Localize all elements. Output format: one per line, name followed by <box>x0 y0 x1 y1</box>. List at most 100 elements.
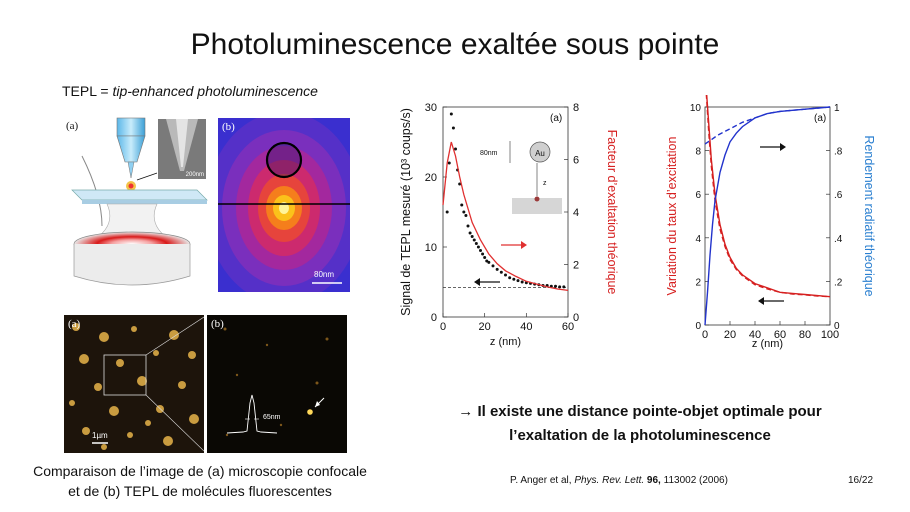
measured-point <box>476 245 480 249</box>
sem-tip-image <box>166 119 198 171</box>
measured-point <box>445 210 449 214</box>
measured-point <box>458 182 462 186</box>
measured-point <box>512 277 516 281</box>
excitation-curve-dashed <box>705 95 831 298</box>
ref-rest: 113002 (2006) <box>660 475 728 486</box>
x-tick-label: 0 <box>702 329 708 341</box>
y-right-axis-label: Rendement radiatif théorique <box>862 135 876 296</box>
measured-point <box>449 112 453 116</box>
arrow-right-red-head <box>521 241 527 249</box>
inset-distance-label: z <box>543 180 547 187</box>
measured-point <box>558 285 562 289</box>
measured-point <box>508 276 512 280</box>
tepl-image: (b) 65nm <box>207 315 347 453</box>
y-left-tick-label: 10 <box>425 242 437 254</box>
arrow-left-black-head <box>758 297 764 305</box>
slide-subtitle: TEPL = tip-enhanced photoluminescence <box>62 83 318 99</box>
measured-point <box>504 273 507 277</box>
inset-size-label: 80nm <box>480 150 498 157</box>
arrow-right-black-head <box>780 143 786 151</box>
measured-point <box>479 249 482 252</box>
excitation-curve-solid <box>705 95 831 298</box>
field-map: (b) 80nm <box>218 118 350 292</box>
ref-journal: Phys. Rev. Lett. <box>574 475 645 486</box>
y-right-tick-label: 6 <box>573 155 579 167</box>
map-label: (b) <box>222 121 235 133</box>
y-left-tick-label: 8 <box>695 147 701 158</box>
y-left-tick-label: 0 <box>695 321 701 332</box>
plot-frame <box>704 106 831 326</box>
confocal-scale-label: 1µm <box>92 431 108 440</box>
map-scale-label: 80nm <box>314 270 335 279</box>
measured-point <box>468 231 472 235</box>
confocal-label: (a) <box>68 318 81 330</box>
x-axis-label: z (nm) <box>752 338 783 350</box>
y-left-tick-label: 6 <box>695 190 701 201</box>
inset-substrate <box>512 198 562 214</box>
setup-label: (a) <box>66 120 79 132</box>
x-tick-label: 40 <box>749 329 761 341</box>
panel-label: (a) <box>814 113 826 124</box>
y-right-tick-label: .6 <box>834 190 843 201</box>
measured-point <box>481 252 485 256</box>
caption-line-2: et de (b) TEPL de molécules fluorescente… <box>68 483 332 499</box>
y-right-tick-label: 0 <box>573 312 579 324</box>
ref-authors: P. Anger et al, <box>510 475 575 486</box>
measured-point <box>474 242 478 245</box>
y-right-tick-label: 2 <box>573 260 579 272</box>
conclusion: → Il existe une distance pointe-objet op… <box>400 400 880 448</box>
tepl-spots <box>223 327 329 437</box>
panel-label: (a) <box>550 113 562 124</box>
tepl-scale-label: 65nm <box>263 414 281 421</box>
measured-point <box>470 235 474 238</box>
y-right-tick-label: .4 <box>834 234 843 245</box>
theory-curve <box>442 141 569 292</box>
sem-scale-label: 200nm <box>185 172 204 178</box>
caption-line-1: Comparaison de l’image de (a) microscopi… <box>33 463 367 479</box>
x-tick-label: 80 <box>799 329 811 341</box>
setup-drawing <box>71 117 208 286</box>
measured-point <box>495 267 499 271</box>
measured-point <box>487 260 491 264</box>
x-tick-label: 40 <box>520 321 532 333</box>
radiative-curve-solid <box>704 106 831 326</box>
y-right-tick-label: 8 <box>573 102 579 114</box>
subtitle-prefix: TEPL = <box>62 83 113 99</box>
measured-point <box>554 284 557 288</box>
x-tick-label: 0 <box>440 321 446 333</box>
y-left-tick-label: 30 <box>425 102 437 114</box>
y-left-tick-label: 2 <box>695 277 701 288</box>
measured-point <box>499 270 503 274</box>
radiative-curve-dashed <box>704 106 831 145</box>
confocal-spots <box>69 316 204 452</box>
subtitle-italic: tip-enhanced photoluminescence <box>112 83 318 99</box>
inset-gold-sphere <box>529 141 551 163</box>
y-left-axis-label: Variation du taux d’excitation <box>665 137 679 296</box>
measured-point <box>460 203 464 207</box>
measured-point <box>462 210 466 214</box>
conclusion-line-2: l’exaltation de la photoluminescence <box>509 427 771 444</box>
measured-point <box>472 238 476 242</box>
y-left-tick-label: 4 <box>695 234 701 245</box>
x-axis-label: z (nm) <box>490 336 521 348</box>
y-right-tick-label: .2 <box>834 277 843 288</box>
x-tick-label: 60 <box>774 329 786 341</box>
arrow-left-black-head <box>474 278 480 286</box>
page-number: 16/22 <box>848 475 874 486</box>
measured-point <box>454 147 457 151</box>
y-right-axis-label: Facteur d’exaltation théorique <box>605 130 619 295</box>
measured-point <box>464 214 468 217</box>
y-left-tick-label: 0 <box>431 312 437 324</box>
measured-point <box>562 285 566 289</box>
figure-caption: Comparaison de l’image de (a) microscopi… <box>20 461 380 501</box>
measured-point <box>447 161 451 165</box>
x-tick-label: 100 <box>821 329 839 341</box>
y-right-tick-label: .8 <box>834 147 843 158</box>
y-left-tick-label: 10 <box>690 103 702 114</box>
x-tick-label: 20 <box>479 321 491 333</box>
y-right-tick-label: 1 <box>834 103 840 114</box>
tepl-label: (b) <box>211 318 224 330</box>
y-left-axis-label: Signal de TEPL mesuré (10³ coups/s) <box>399 108 413 316</box>
